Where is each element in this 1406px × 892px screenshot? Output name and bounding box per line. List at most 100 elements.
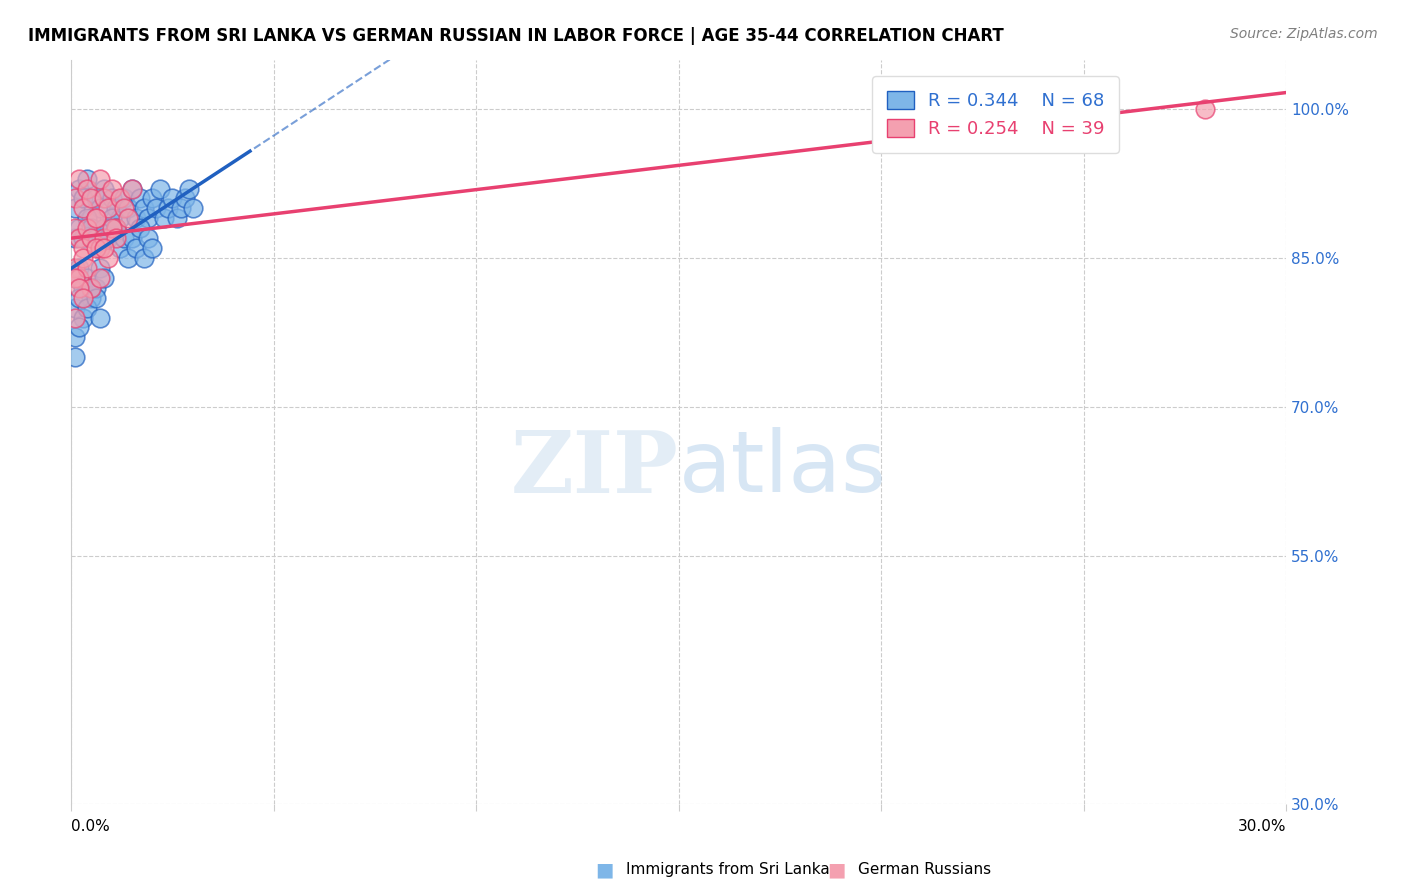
- Point: [136, 231, 159, 245]
- Point: [100, 181, 122, 195]
- Point: [89, 202, 111, 216]
- Point: [89, 241, 111, 255]
- Point: [108, 241, 131, 255]
- Point: [104, 202, 127, 216]
- Point: [89, 271, 111, 285]
- Point: [112, 202, 135, 216]
- Point: [181, 202, 204, 216]
- Point: [97, 221, 120, 235]
- Point: [134, 202, 156, 216]
- Point: [177, 181, 200, 195]
- Point: [72, 231, 94, 245]
- Point: [125, 211, 148, 226]
- Text: Immigrants from Sri Lanka: Immigrants from Sri Lanka: [626, 863, 830, 877]
- Point: [104, 221, 127, 235]
- Text: atlas: atlas: [679, 427, 887, 510]
- Point: [169, 202, 191, 216]
- Text: Source: ZipAtlas.com: Source: ZipAtlas.com: [1230, 27, 1378, 41]
- Point: [121, 231, 143, 245]
- Point: [80, 291, 103, 305]
- Point: [67, 171, 90, 186]
- Point: [89, 171, 111, 186]
- Point: [67, 260, 90, 275]
- Point: [93, 241, 115, 255]
- Point: [89, 241, 111, 255]
- Point: [100, 221, 122, 235]
- Point: [129, 192, 152, 206]
- Point: [67, 291, 90, 305]
- Point: [117, 211, 139, 226]
- Point: [145, 202, 167, 216]
- Point: [65, 330, 87, 344]
- Point: [76, 171, 98, 186]
- Point: [89, 260, 111, 275]
- Text: ■: ■: [827, 860, 846, 880]
- Point: [65, 271, 87, 285]
- Point: [67, 271, 90, 285]
- Point: [65, 350, 87, 364]
- Text: German Russians: German Russians: [858, 863, 991, 877]
- Point: [67, 221, 90, 235]
- Point: [104, 231, 127, 245]
- Text: ZIP: ZIP: [510, 427, 679, 511]
- Point: [72, 310, 94, 325]
- Point: [65, 192, 87, 206]
- Point: [80, 221, 103, 235]
- Point: [108, 211, 131, 226]
- Point: [72, 202, 94, 216]
- Point: [84, 192, 107, 206]
- Point: [97, 251, 120, 265]
- Point: [76, 181, 98, 195]
- Text: 0.0%: 0.0%: [72, 819, 110, 833]
- Point: [141, 192, 163, 206]
- Point: [80, 281, 103, 295]
- Text: ■: ■: [595, 860, 614, 880]
- Point: [84, 291, 107, 305]
- Point: [67, 320, 90, 334]
- Point: [104, 221, 127, 235]
- Point: [121, 181, 143, 195]
- Point: [67, 181, 90, 195]
- Point: [125, 241, 148, 255]
- Point: [72, 251, 94, 265]
- Point: [93, 271, 115, 285]
- Point: [72, 241, 94, 255]
- Point: [76, 271, 98, 285]
- Point: [153, 211, 176, 226]
- Point: [84, 241, 107, 255]
- Point: [65, 231, 87, 245]
- Point: [117, 251, 139, 265]
- Point: [136, 211, 159, 226]
- Point: [1194, 102, 1216, 116]
- Point: [100, 211, 122, 226]
- Point: [112, 192, 135, 206]
- Text: 30.0%: 30.0%: [1237, 819, 1286, 833]
- Point: [97, 231, 120, 245]
- Point: [84, 281, 107, 295]
- Point: [129, 221, 152, 235]
- Point: [97, 202, 120, 216]
- Text: IMMIGRANTS FROM SRI LANKA VS GERMAN RUSSIAN IN LABOR FORCE | AGE 35-44 CORRELATI: IMMIGRANTS FROM SRI LANKA VS GERMAN RUSS…: [28, 27, 1004, 45]
- Point: [80, 211, 103, 226]
- Point: [93, 192, 115, 206]
- Point: [65, 271, 87, 285]
- Point: [157, 202, 180, 216]
- Point: [141, 241, 163, 255]
- Point: [72, 291, 94, 305]
- Point: [67, 231, 90, 245]
- Point: [76, 211, 98, 226]
- Point: [134, 251, 156, 265]
- Point: [80, 281, 103, 295]
- Point: [93, 231, 115, 245]
- Point: [65, 221, 87, 235]
- Point: [84, 211, 107, 226]
- Legend: R = 0.344    N = 68, R = 0.254    N = 39: R = 0.344 N = 68, R = 0.254 N = 39: [872, 76, 1119, 153]
- Point: [67, 281, 90, 295]
- Point: [65, 301, 87, 315]
- Point: [76, 301, 98, 315]
- Point: [80, 231, 103, 245]
- Point: [117, 202, 139, 216]
- Point: [162, 192, 184, 206]
- Point: [108, 192, 131, 206]
- Point: [76, 221, 98, 235]
